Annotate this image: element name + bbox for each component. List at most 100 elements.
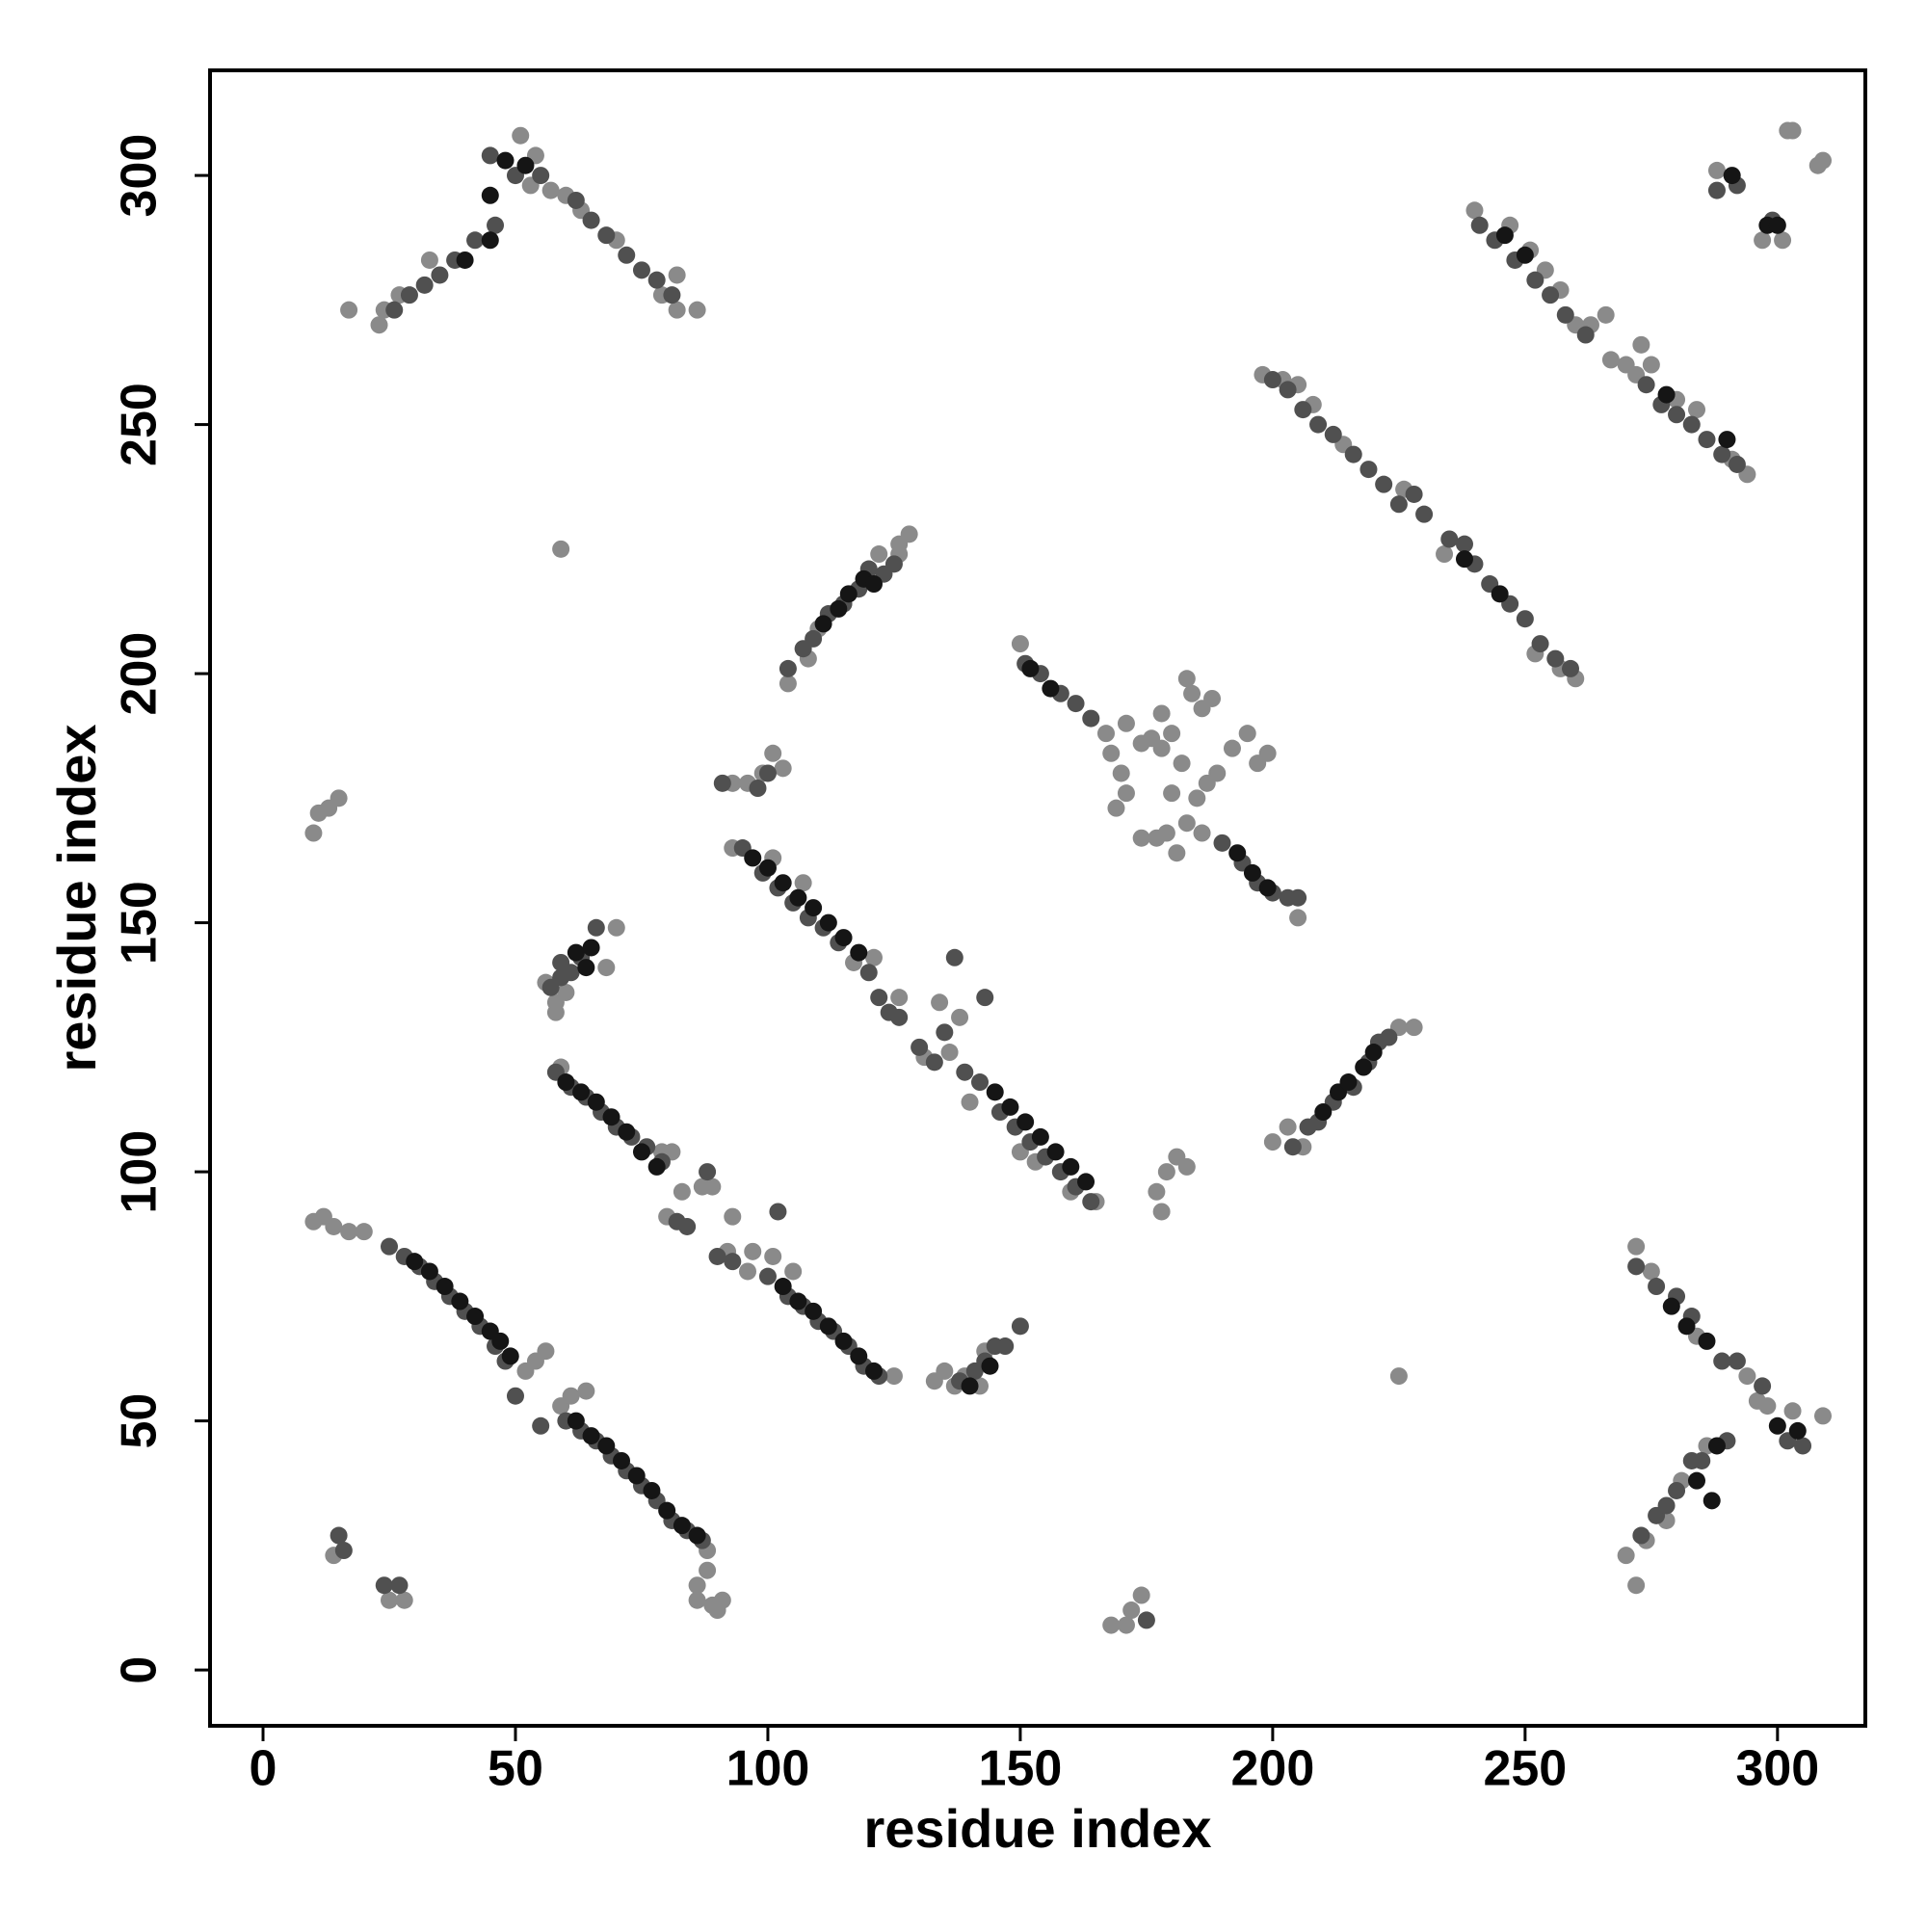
point: [587, 1093, 605, 1111]
point: [406, 1253, 424, 1271]
point: [1203, 689, 1222, 707]
point: [1223, 739, 1241, 757]
point: [769, 1203, 787, 1221]
point: [1415, 505, 1434, 523]
y-tick-label: 250: [112, 383, 168, 466]
point: [1405, 485, 1423, 503]
point: [541, 181, 560, 199]
point: [1440, 530, 1459, 548]
point: [1188, 789, 1206, 807]
point: [1046, 1143, 1065, 1161]
point: [688, 1576, 706, 1595]
point: [764, 1247, 782, 1265]
point: [758, 859, 777, 877]
point: [577, 1382, 595, 1400]
point: [1228, 844, 1247, 862]
point: [1375, 475, 1393, 493]
point: [1283, 1138, 1302, 1156]
point: [380, 1591, 398, 1609]
point: [1627, 1257, 1646, 1276]
point: [420, 251, 438, 269]
point: [1314, 1103, 1333, 1122]
point: [1177, 814, 1196, 833]
point: [1380, 1028, 1398, 1046]
point: [945, 948, 964, 966]
point: [618, 246, 636, 264]
point: [713, 774, 731, 792]
point: [1177, 670, 1196, 688]
point: [1648, 1278, 1666, 1296]
point: [1152, 704, 1171, 723]
point: [1516, 246, 1534, 264]
point: [1774, 231, 1792, 250]
x-tick-label: 50: [488, 1741, 543, 1797]
point: [1213, 834, 1231, 852]
point: [864, 575, 883, 594]
y-tick-label: 0: [112, 1656, 168, 1684]
point: [395, 1591, 413, 1609]
point: [870, 545, 888, 564]
point: [834, 1332, 853, 1350]
plot-frame: [208, 68, 1867, 1728]
point: [1495, 226, 1514, 245]
point: [385, 301, 404, 319]
point: [1309, 415, 1328, 434]
point: [1177, 1157, 1196, 1176]
point: [688, 1526, 706, 1545]
point: [1707, 181, 1726, 199]
point: [1707, 161, 1726, 179]
point: [1627, 1576, 1646, 1595]
point: [1102, 1616, 1121, 1634]
point: [668, 301, 686, 319]
point: [758, 764, 777, 782]
point: [890, 1008, 909, 1026]
point: [774, 874, 792, 892]
point: [602, 1108, 620, 1126]
point: [1794, 1437, 1812, 1455]
point: [779, 675, 797, 693]
point: [1157, 1163, 1175, 1181]
point: [1082, 1193, 1100, 1211]
point: [1389, 1367, 1408, 1386]
point: [597, 959, 616, 977]
point: [577, 959, 595, 977]
point: [1152, 739, 1171, 757]
point: [956, 1063, 974, 1081]
point: [1132, 829, 1150, 847]
point: [1707, 1437, 1726, 1455]
point: [487, 216, 505, 234]
x-tick-label: 0: [250, 1741, 277, 1797]
point: [940, 1044, 959, 1062]
point: [431, 266, 449, 284]
point: [415, 276, 434, 294]
point: [1455, 550, 1473, 569]
point: [996, 1337, 1015, 1356]
point: [1662, 1297, 1680, 1315]
point: [456, 251, 474, 269]
point: [805, 1302, 823, 1320]
point: [1279, 1118, 1297, 1136]
point: [1632, 1526, 1650, 1545]
point: [643, 1481, 661, 1499]
point: [724, 1207, 742, 1226]
point: [1455, 535, 1473, 553]
point: [1813, 1407, 1832, 1425]
point: [864, 1362, 883, 1380]
x-tick-label: 300: [1735, 1741, 1819, 1797]
point: [834, 929, 853, 947]
point: [936, 1023, 954, 1042]
point: [1011, 635, 1029, 653]
point: [708, 1247, 726, 1265]
y-axis-label: residue index: [46, 724, 107, 1072]
point: [481, 231, 499, 250]
point: [850, 943, 868, 962]
point: [1788, 1421, 1807, 1440]
point: [1465, 201, 1484, 220]
point: [744, 849, 762, 867]
point: [738, 1262, 756, 1281]
point: [607, 918, 625, 937]
point: [713, 1591, 731, 1609]
point: [1355, 1058, 1373, 1076]
point: [330, 1526, 348, 1545]
point: [567, 191, 585, 209]
